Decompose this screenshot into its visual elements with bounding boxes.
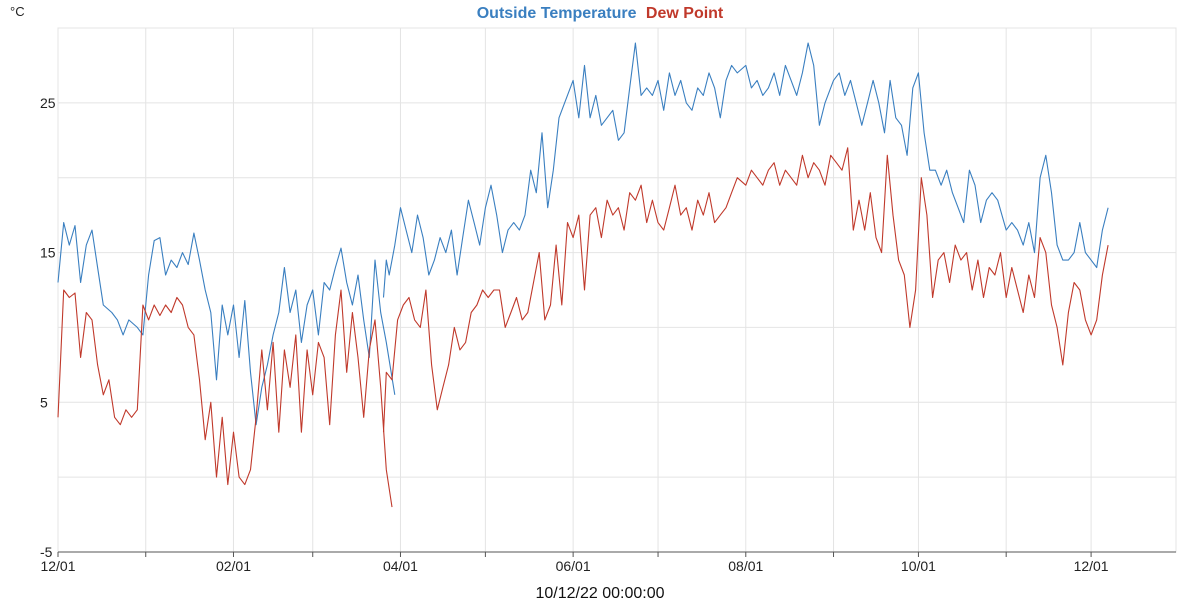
y-tick-label: 5 — [40, 394, 48, 410]
axes: 12/01 02/01 04/01 06/01 08/01 10/01 12/01-5515… — [40, 95, 1176, 574]
grid — [57, 27, 1177, 553]
x-tick-label: 12/01 — [40, 558, 75, 574]
x-tick-label: 02/01 — [216, 558, 251, 574]
series-layer — [57, 42, 1109, 508]
chart-title-temperature: Outside Temperature — [477, 5, 637, 22]
x-tick-label: 08/01 — [728, 558, 763, 574]
series-line-outside-temperature — [57, 222, 396, 426]
plot-frame — [57, 27, 1177, 553]
series-line-outside-temperature — [382, 42, 1109, 298]
chart-title-dewpoint: Dew Point — [646, 5, 724, 22]
x-tick-label: 06/01 — [556, 558, 591, 574]
x-tick-label: 10/01 — [901, 558, 936, 574]
x-tick-label: 04/01 — [383, 558, 418, 574]
y-tick-label: 15 — [40, 245, 56, 261]
footer-timestamp: 10/12/22 00:00:00 — [535, 585, 664, 600]
y-tick-label: -5 — [40, 544, 53, 560]
y-unit-label: °C — [10, 4, 25, 19]
chart-title: Outside Temperature Dew Point — [477, 5, 724, 22]
y-tick-label: 25 — [40, 95, 56, 111]
series-line-dew-point — [57, 289, 393, 508]
series-line-dew-point — [382, 147, 1109, 433]
x-tick-label: 12/01 — [1074, 558, 1109, 574]
